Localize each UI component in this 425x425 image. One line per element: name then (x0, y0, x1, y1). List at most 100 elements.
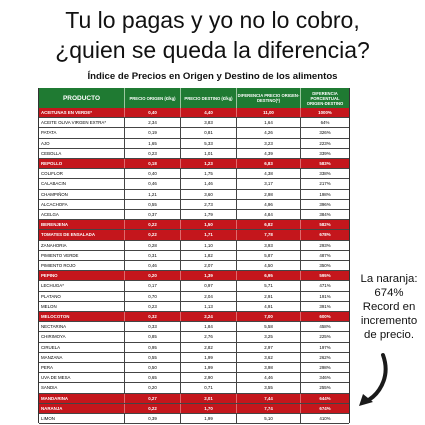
price-destination-cell: 3,83 (181, 118, 237, 128)
product-name-cell: MELON (39, 301, 125, 311)
price-destination-cell: 2,73 (181, 199, 237, 209)
percentage-cell: 339% (319, 150, 331, 156)
table-row: NECTARINA 0,33 1,84 5,58 458% (39, 322, 349, 333)
table-row: PATATA 0,19 0,81 4,26 326% (39, 128, 349, 139)
price-destination-cell: 1,84 (181, 322, 237, 332)
header-porcentaje: DIFERENCIA PORCENTUAL ORIGEN-DESTINO (306, 90, 344, 106)
percentage-cell: 346% (319, 375, 331, 381)
price-destination-cell: 2,01 (181, 393, 237, 403)
product-name-cell: ACEITUNAS EN VERDE* (39, 108, 125, 118)
price-destination-cell: 0,81 (181, 128, 237, 138)
product-name-cell: CHIRIMOYA (39, 332, 125, 342)
product-name-cell: ACEITE OLIVA VIRGEN EXTRA* (39, 118, 125, 128)
percentage-cell: 595% (319, 273, 331, 279)
price-origin-cell: 0,85 (125, 332, 181, 342)
price-origin-cell: 0,70 (125, 291, 181, 301)
difference-cell: 3,23 (237, 138, 301, 148)
difference-cell: 2,97 (237, 342, 301, 352)
product-name-cell: CHAMPIÑON (39, 189, 125, 199)
table-row: ALCACHOFA 0,55 2,73 4,96 396% (39, 199, 349, 210)
price-origin-cell: 0,33 (125, 322, 181, 332)
product-name-cell: PIMIENTO ROJO (39, 261, 125, 271)
difference-cell: 3,98 (237, 363, 301, 373)
difference-cell: 7,00 (237, 312, 301, 322)
percentage-cell: 223% (319, 140, 331, 146)
table-row: PEPINO 0,20 1,39 6,95 595% (39, 271, 349, 282)
difference-cell: 7,78 (237, 230, 301, 240)
table-row: ACELGA 0,37 1,79 4,84 384% (39, 210, 349, 221)
price-origin-cell: 0,37 (125, 210, 181, 220)
percentage-cell: 338% (319, 171, 331, 177)
difference-cell: 4,39 (237, 148, 301, 158)
table-row: MELON 0,23 1,13 4,91 391% (39, 301, 349, 312)
difference-cell: 5,58 (237, 322, 301, 332)
price-destination-cell: 2,76 (181, 332, 237, 342)
percentage-cell: 298% (319, 365, 331, 371)
table-row: CHAMPIÑON 1,21 3,60 2,98 198% (39, 189, 349, 200)
table-row: ACEITE OLIVA VIRGEN EXTRA* 2,34 3,83 1,64 64… (39, 118, 349, 129)
table-row: CALABACIN 0,46 1,46 3,17 217% (39, 179, 349, 190)
price-origin-cell: 0,55 (125, 352, 181, 362)
price-destination-cell: 0,97 (181, 281, 237, 291)
price-origin-cell: 0,46 (125, 261, 181, 271)
difference-cell: 7,74 (237, 403, 301, 413)
product-name-cell: NECTARINA (39, 322, 125, 332)
price-destination-cell: 1,13 (181, 301, 237, 311)
title-line-2: ¿quien se queda la diferencia? (55, 37, 370, 63)
price-destination-cell: 2,04 (181, 291, 237, 301)
price-destination-cell: 5,33 (181, 138, 237, 148)
product-name-cell: CIRUELA (39, 342, 125, 352)
table-row: TOMATES DE ENSALADA 0,22 1,71 7,78 678% (39, 230, 349, 241)
subtitle: Índice de Precios en Origen y Destino de… (87, 71, 338, 82)
product-name-cell: PERA (39, 363, 125, 373)
price-origin-cell: 0,23 (125, 301, 181, 311)
table-row: REPOLLO 0,18 1,23 6,83 583% (39, 159, 349, 170)
product-name-cell: LECHUGA* (39, 281, 125, 291)
table-row: NARANJA 0,22 1,70 7,74 674% (39, 403, 349, 414)
difference-cell: 4,91 (237, 301, 301, 311)
difference-cell: 4,50 (237, 261, 301, 271)
percentage-cell: 198% (319, 191, 331, 197)
title-line-1: Tu lo pagas y yo no lo cobro, (65, 7, 360, 33)
product-name-cell: COLIFLOR (39, 169, 125, 179)
price-origin-cell: 0,55 (125, 199, 181, 209)
arrow-down-left-icon (359, 353, 388, 406)
price-destination-cell: 1,79 (181, 210, 237, 220)
price-origin-cell: 0,20 (125, 271, 181, 281)
difference-cell: 4,84 (237, 210, 301, 220)
product-name-cell: PEPINO (39, 271, 125, 281)
price-origin-cell: 0,20 (125, 383, 181, 393)
price-destination-cell: 3,60 (181, 189, 237, 199)
product-name-cell: MANZANA (39, 352, 125, 362)
product-name-cell: CEBOLLA (39, 148, 125, 158)
difference-cell: 2,98 (237, 189, 301, 199)
price-destination-cell: 2,90 (181, 373, 237, 383)
difference-cell: 2,91 (237, 291, 301, 301)
difference-cell: 3,55 (237, 383, 301, 393)
table-row: AJO 1,65 5,33 3,23 223% (39, 138, 349, 149)
percentage-cell: 678% (319, 232, 331, 238)
percentage-cell: 384% (319, 212, 331, 218)
price-origin-cell: 0,18 (125, 159, 181, 169)
annotation-line-3: Record en (362, 301, 416, 313)
percentage-cell: 255% (319, 385, 331, 391)
table-row: ACEITUNAS EN VERDE* 0,40 4,40 11,00 1000% (39, 108, 349, 119)
price-origin-cell: 0,40 (125, 108, 181, 118)
annotation-line-2: 674% (374, 287, 404, 299)
difference-cell: 3,93 (237, 240, 301, 250)
percentage-cell: 262% (319, 354, 331, 360)
price-destination-cell: 1,01 (181, 148, 237, 158)
table-header: PRODUCTO PRECIO ORIGEN (€/kg) PRECIO DES… (39, 88, 349, 108)
table-row: LECHUGA* 0,17 0,97 5,71 471% (39, 281, 349, 292)
percentage-cell: 487% (319, 252, 331, 258)
table-row: MANDARINA 0,27 2,01 7,44 644% (39, 393, 349, 404)
table-row: BERENJENA 0,22 1,50 6,82 582% (39, 220, 349, 231)
price-destination-cell: 1,99 (181, 363, 237, 373)
annotation-line-5: de precio. (363, 329, 415, 341)
table-row: MANZANA 0,55 1,99 3,62 262% (39, 352, 349, 363)
price-origin-cell: 0,22 (125, 220, 181, 230)
difference-cell: 3,17 (237, 179, 301, 189)
difference-cell: 4,46 (237, 373, 301, 383)
product-name-cell: TOMATES DE ENSALADA (39, 230, 125, 240)
price-destination-cell: 0,71 (181, 383, 237, 393)
